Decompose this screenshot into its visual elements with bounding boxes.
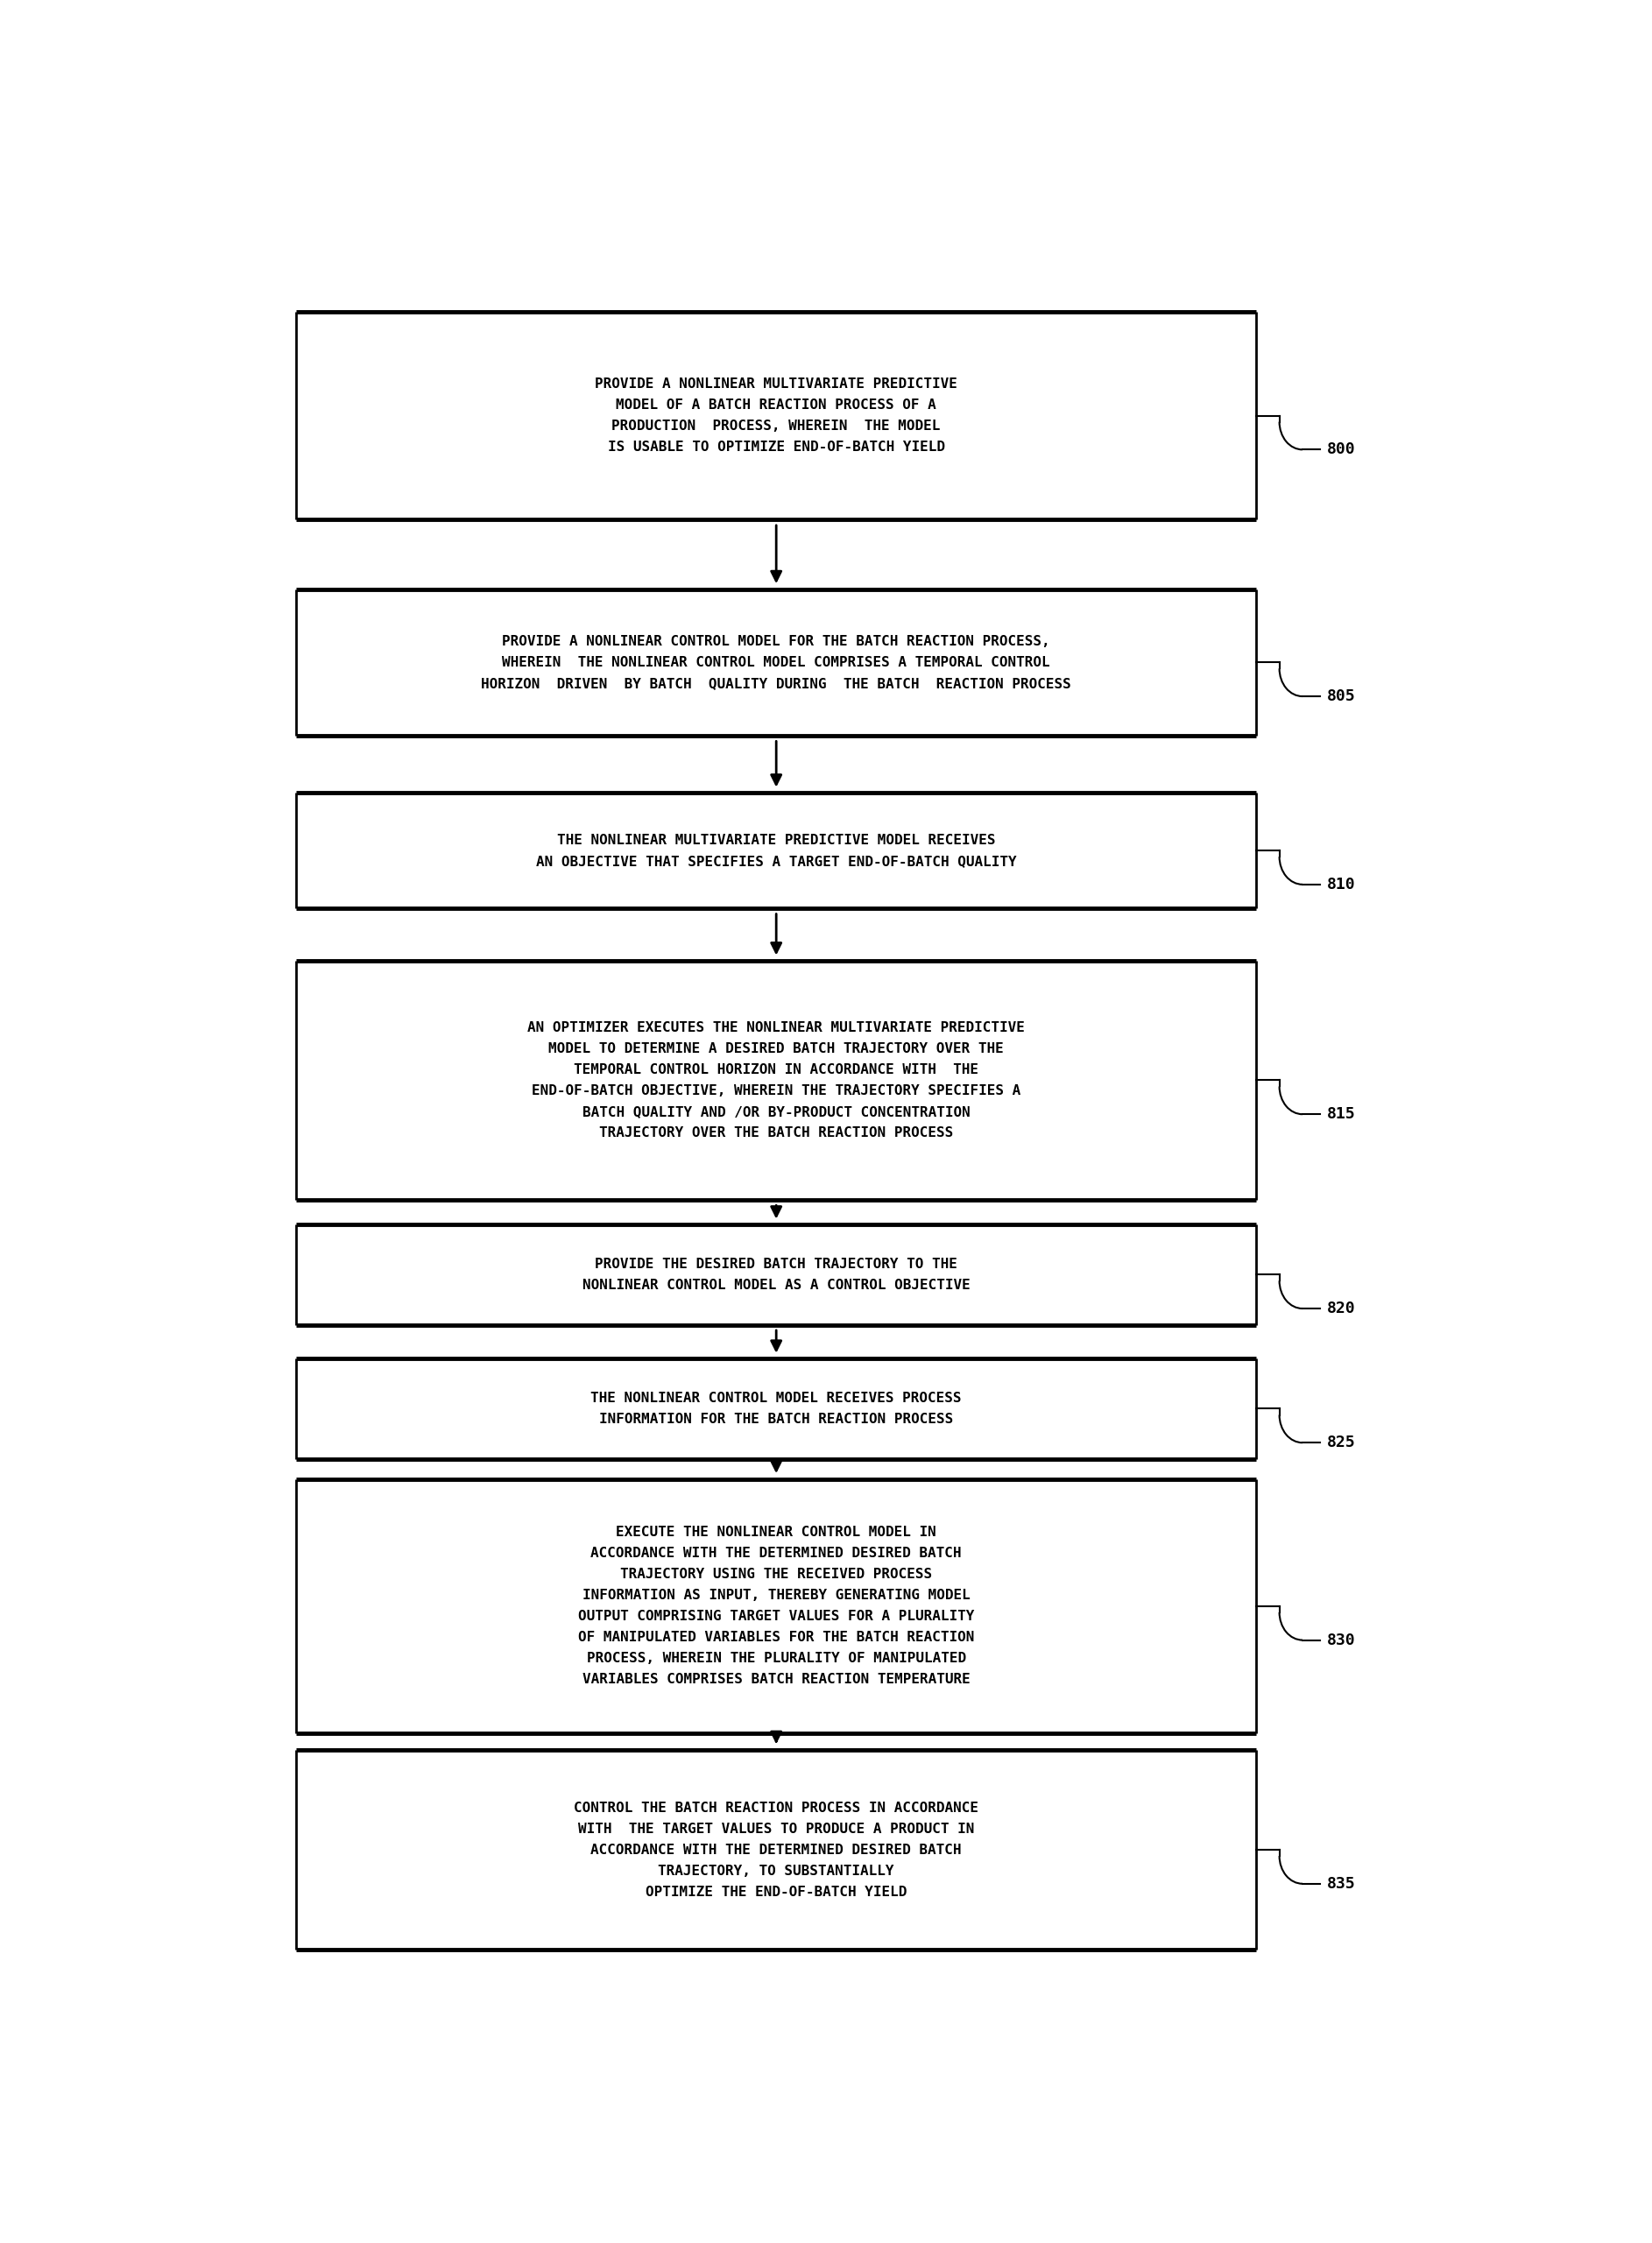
Text: 820: 820 bbox=[1327, 1301, 1355, 1317]
Text: 815: 815 bbox=[1327, 1106, 1355, 1122]
Text: 830: 830 bbox=[1327, 1633, 1355, 1649]
Text: PROVIDE THE DESIRED BATCH TRAJECTORY TO THE
NONLINEAR CONTROL MODEL AS A CONTROL: PROVIDE THE DESIRED BATCH TRAJECTORY TO … bbox=[582, 1258, 970, 1292]
Text: 800: 800 bbox=[1327, 442, 1355, 458]
Bar bbox=[296, 1359, 1257, 1458]
Text: CONTROL THE BATCH REACTION PROCESS IN ACCORDANCE
WITH  THE TARGET VALUES TO PROD: CONTROL THE BATCH REACTION PROCESS IN AC… bbox=[573, 1801, 978, 1898]
Bar bbox=[296, 312, 1257, 520]
Text: THE NONLINEAR MULTIVARIATE PREDICTIVE MODEL RECEIVES
AN OBJECTIVE THAT SPECIFIES: THE NONLINEAR MULTIVARIATE PREDICTIVE MO… bbox=[535, 834, 1016, 868]
Text: AN OPTIMIZER EXECUTES THE NONLINEAR MULTIVARIATE PREDICTIVE
MODEL TO DETERMINE A: AN OPTIMIZER EXECUTES THE NONLINEAR MULT… bbox=[527, 1021, 1024, 1139]
Text: PROVIDE A NONLINEAR CONTROL MODEL FOR THE BATCH REACTION PROCESS,
WHEREIN  THE N: PROVIDE A NONLINEAR CONTROL MODEL FOR TH… bbox=[481, 635, 1070, 691]
Bar bbox=[296, 960, 1257, 1200]
Text: 805: 805 bbox=[1327, 689, 1355, 704]
Text: 825: 825 bbox=[1327, 1436, 1355, 1451]
Bar bbox=[296, 1478, 1257, 1734]
Text: PROVIDE A NONLINEAR MULTIVARIATE PREDICTIVE
MODEL OF A BATCH REACTION PROCESS OF: PROVIDE A NONLINEAR MULTIVARIATE PREDICT… bbox=[595, 377, 958, 453]
Bar bbox=[296, 792, 1257, 908]
Bar bbox=[296, 1225, 1257, 1326]
Bar bbox=[296, 1750, 1257, 1949]
Bar bbox=[296, 590, 1257, 736]
Text: 810: 810 bbox=[1327, 877, 1355, 893]
Text: EXECUTE THE NONLINEAR CONTROL MODEL IN
ACCORDANCE WITH THE DETERMINED DESIRED BA: EXECUTE THE NONLINEAR CONTROL MODEL IN A… bbox=[578, 1525, 975, 1687]
Text: 835: 835 bbox=[1327, 1875, 1355, 1891]
Text: THE NONLINEAR CONTROL MODEL RECEIVES PROCESS
INFORMATION FOR THE BATCH REACTION : THE NONLINEAR CONTROL MODEL RECEIVES PRO… bbox=[591, 1391, 961, 1427]
